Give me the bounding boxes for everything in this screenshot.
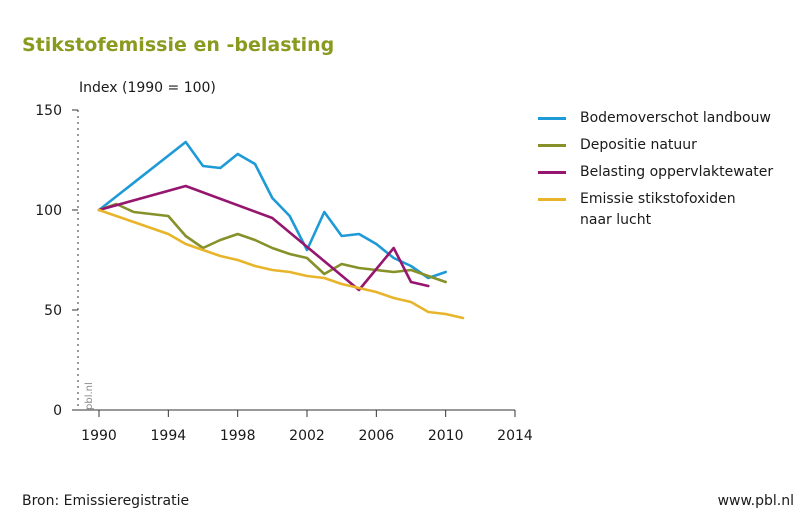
x-tick-label: 1990 [81, 428, 117, 444]
series-line-3 [97, 184, 430, 292]
x-tick-label: 2002 [289, 428, 325, 444]
x-tick-label: 1998 [220, 428, 256, 444]
series-line-2 [97, 202, 448, 284]
series-line-4 [97, 208, 465, 320]
x-tick-label: 2010 [428, 428, 464, 444]
y-tick-label: 0 [53, 403, 62, 419]
y-tick-label: 50 [44, 303, 62, 319]
source-note: Bron: Emissieregistratie [22, 493, 190, 509]
legend-label: Bodemoverschot landbouw [580, 110, 771, 126]
legend-label: Depositie natuur [580, 137, 697, 153]
chart-title: Stikstofemissie en -belasting [22, 34, 335, 56]
legend-item: Depositie natuur [538, 135, 798, 156]
legend-swatch [538, 144, 566, 147]
legend-label: Belasting oppervlaktewater [580, 164, 774, 180]
series-line-1 [97, 140, 448, 280]
legend-label: Emissie stikstofoxiden naar lucht [580, 191, 736, 228]
legend-item: Belasting oppervlaktewater [538, 162, 798, 183]
legend-item: Emissie stikstofoxiden naar lucht [538, 189, 798, 231]
y-axis-label: Index (1990 = 100) [79, 80, 216, 96]
x-tick-label: 1994 [151, 428, 187, 444]
legend-swatch [538, 171, 566, 174]
x-tick-label: 2006 [359, 428, 395, 444]
watermark: pbl.nl [84, 382, 95, 410]
site-link[interactable]: www.pbl.nl [717, 493, 794, 509]
legend-swatch [538, 198, 566, 201]
legend-swatch [538, 117, 566, 120]
legend: Bodemoverschot landbouw Depositie natuur B… [538, 108, 798, 237]
x-tick-label: 2014 [497, 428, 533, 444]
y-tick-label: 150 [35, 103, 62, 119]
y-tick-label: 100 [35, 203, 62, 219]
legend-item: Bodemoverschot landbouw [538, 108, 798, 129]
